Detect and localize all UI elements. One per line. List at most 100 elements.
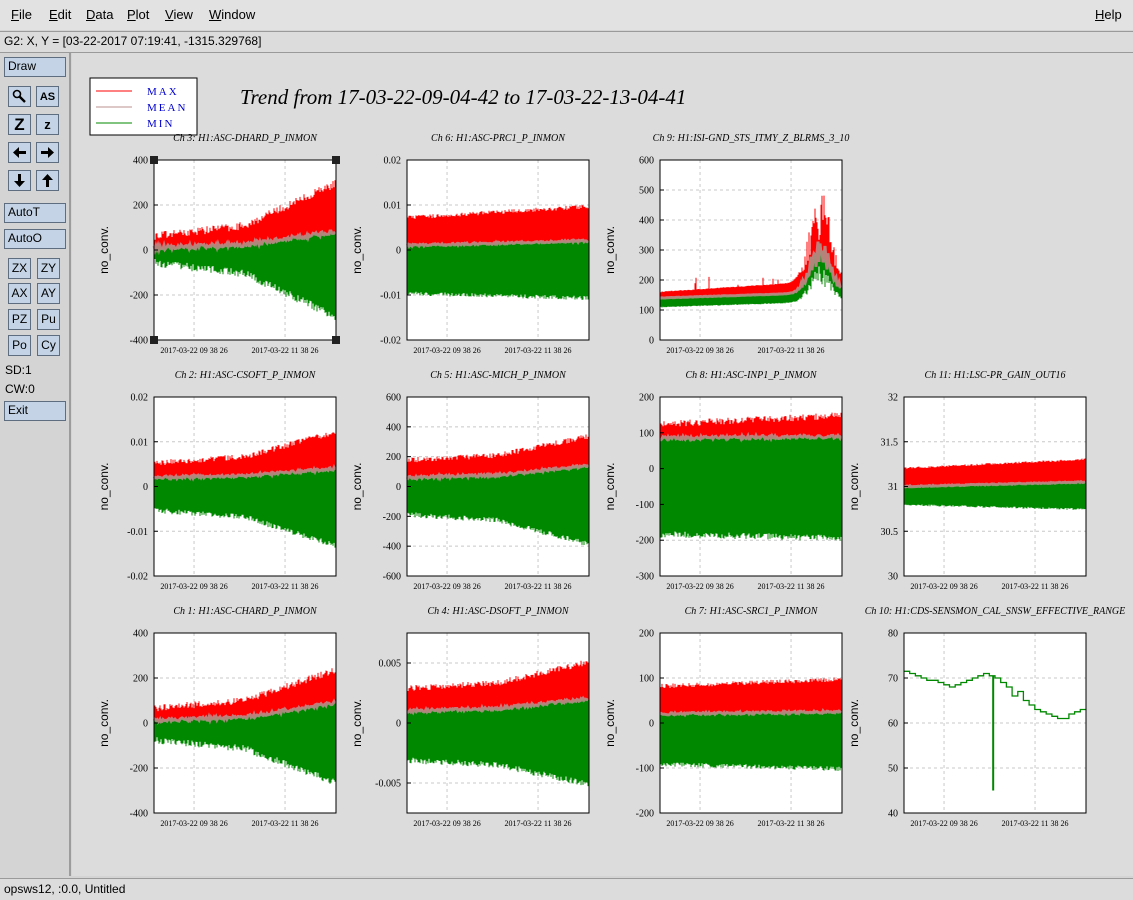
trend-plots[interactable]: MAX MEAN MIN Trend from 17-03-22-09-04-4… — [72, 53, 1133, 876]
chart-panel[interactable]: -0.005 0 0.005 2017-03-22 09 38 26 2017-03-2… — [350, 606, 590, 828]
series-mean-line — [903, 479, 1086, 489]
y-tick-label: -0.02 — [380, 336, 401, 347]
chart-panel[interactable]: -300 -200 -100 0 100 200 2017-03-22 09 38 26 20… — [603, 370, 843, 591]
x-tick-label: 2017-03-22 11 38 26 — [1002, 582, 1069, 591]
y-tick-label: -300 — [636, 572, 654, 583]
channel-title: Ch 5: H1:ASC-MICH_P_INMON — [430, 370, 567, 381]
zx-button[interactable]: ZX — [8, 258, 31, 279]
y-tick-label: -100 — [636, 764, 654, 775]
plot-canvas[interactable]: MAX MEAN MIN Trend from 17-03-22-09-04-4… — [72, 53, 1133, 876]
chart-panel[interactable]: -0.02 -0.01 0 0.01 0.02 2017-03-22 09 38 26 20… — [350, 133, 590, 355]
x-tick-label: 2017-03-22 09 38 26 — [413, 819, 480, 828]
channel-title: Ch 3: H1:ASC-DHARD_P_INMON — [173, 133, 318, 144]
channel-title: Ch 4: H1:ASC-DSOFT_P_INMON — [427, 606, 569, 617]
x-tick-label: 2017-03-22 11 38 26 — [505, 582, 572, 591]
zoom-tool-button[interactable] — [8, 86, 31, 107]
selection-handle[interactable] — [332, 336, 340, 344]
y-tick-label: 0.02 — [131, 393, 149, 404]
y-tick-label: 80 — [888, 629, 898, 640]
selection-handle[interactable] — [150, 336, 158, 344]
y-tick-label: -0.01 — [380, 291, 401, 302]
y-axis-label: no_conv. — [350, 699, 364, 747]
chart-panel[interactable]: 40 50 60 70 80 2017-03-22 09 38 26 2017-03-22 … — [847, 606, 1125, 828]
text-tool-icon: AS — [39, 91, 56, 103]
selection-handle[interactable] — [332, 156, 340, 164]
x-tick-label: 2017-03-22 09 38 26 — [910, 582, 977, 591]
y-tick-label: 60 — [888, 719, 898, 730]
zoom-out-button[interactable]: z — [36, 114, 59, 135]
chart-panel[interactable]: -0.02 -0.01 0 0.01 0.02 2017-03-22 09 38 26 20… — [97, 370, 337, 591]
zoom-in-button[interactable]: Z — [8, 114, 31, 135]
y-tick-label: 40 — [888, 809, 898, 820]
y-axis-label: no_conv. — [603, 699, 617, 747]
chart-panel[interactable]: 30 30.5 31 31.5 32 2017-03-22 09 38 26 2017-03… — [847, 370, 1087, 591]
y-tick-label: -0.01 — [127, 527, 148, 538]
pan-up-button[interactable] — [36, 170, 59, 191]
channel-title: Ch 1: H1:ASC-CHARD_P_INMON — [173, 606, 318, 617]
y-tick-label: 0 — [396, 482, 401, 493]
y-tick-label: 200 — [639, 393, 654, 404]
x-tick-label: 2017-03-22 11 38 26 — [758, 819, 825, 828]
y-tick-label: 400 — [133, 156, 148, 167]
sd-readout: SD:1 — [5, 363, 32, 377]
po-button[interactable]: Po — [8, 335, 31, 356]
y-tick-label: 70 — [888, 674, 898, 685]
y-tick-label: 0 — [649, 336, 654, 347]
series-mean-line — [152, 463, 337, 482]
chart-panel[interactable]: -600 -400 -200 0 200 400 600 2017-03-22 09 38 2… — [350, 370, 590, 591]
draw-button[interactable]: Draw — [4, 57, 66, 77]
arrow-right-icon — [41, 147, 54, 158]
y-tick-label: -0.02 — [127, 572, 148, 583]
pu-button[interactable]: Pu — [37, 309, 60, 330]
text-tool-button[interactable]: AS — [36, 86, 59, 107]
pan-left-button[interactable] — [8, 142, 31, 163]
pan-right-button[interactable] — [36, 142, 59, 163]
x-tick-label: 2017-03-22 09 38 26 — [910, 819, 977, 828]
chart-panel[interactable]: -200 -100 0 100 200 2017-03-22 09 38 26 2017-0… — [603, 606, 843, 828]
series-min-band — [659, 435, 842, 541]
series-mean-line — [407, 695, 589, 716]
exit-button[interactable]: Exit — [4, 401, 66, 421]
channel-title: Ch 2: H1:ASC-CSOFT_P_INMON — [175, 370, 317, 381]
x-tick-label: 2017-03-22 11 38 26 — [758, 582, 825, 591]
menu-view[interactable]: View — [165, 7, 193, 22]
menu-help[interactable]: Help — [1095, 7, 1122, 22]
autot-button[interactable]: AutoT — [4, 203, 66, 223]
menu-window[interactable]: Window — [209, 7, 256, 22]
zy-button[interactable]: ZY — [37, 258, 60, 279]
y-tick-label: 200 — [639, 276, 654, 287]
ax-button[interactable]: AX — [8, 283, 31, 304]
y-tick-label: -400 — [130, 809, 148, 820]
ay-button[interactable]: AY — [37, 283, 60, 304]
y-tick-label: 0 — [649, 464, 654, 475]
y-tick-label: -600 — [383, 572, 401, 583]
magnifier-icon — [12, 89, 26, 103]
coordinate-readout-bar: G2: X, Y = [03-22-2017 07:19:41, -1315.3… — [0, 31, 1133, 53]
cy-button[interactable]: Cy — [37, 335, 60, 356]
y-tick-label: 50 — [888, 764, 898, 775]
plot-frame — [659, 396, 843, 577]
autoo-button[interactable]: AutoO — [4, 229, 66, 249]
y-tick-label: -0.005 — [375, 779, 401, 790]
y-tick-label: 32 — [888, 393, 898, 404]
y-axis-label: no_conv. — [97, 699, 111, 747]
menu-data[interactable]: Data — [86, 7, 114, 22]
y-tick-label: 200 — [133, 674, 148, 685]
menu-plot[interactable]: Plot — [127, 7, 150, 22]
menu-file[interactable]: File — [11, 7, 32, 22]
series-mean-line — [152, 698, 337, 725]
y-tick-label: 400 — [639, 216, 654, 227]
y-tick-label: -200 — [636, 809, 654, 820]
pz-button[interactable]: PZ — [8, 309, 31, 330]
pan-down-button[interactable] — [8, 170, 31, 191]
y-tick-label: -400 — [130, 336, 148, 347]
arrow-left-icon — [13, 147, 26, 158]
chart-panel[interactable]: 0 100 200 300 400 500 600 2017-03-22 09 38 26 20… — [603, 133, 849, 355]
chart-panel[interactable]: -400 -200 0 200 400 2017-03-22 09 38 26 2017-0… — [97, 606, 337, 828]
selection-handle[interactable] — [150, 156, 158, 164]
legend-label-min: MIN — [147, 118, 174, 130]
menu-edit[interactable]: Edit — [49, 7, 72, 22]
series-mean-line — [405, 463, 590, 482]
chart-panel[interactable]: -400 -200 0 200 400 2017-03-22 09 38 26 2017-0… — [97, 133, 340, 355]
y-tick-label: 30.5 — [881, 527, 899, 538]
